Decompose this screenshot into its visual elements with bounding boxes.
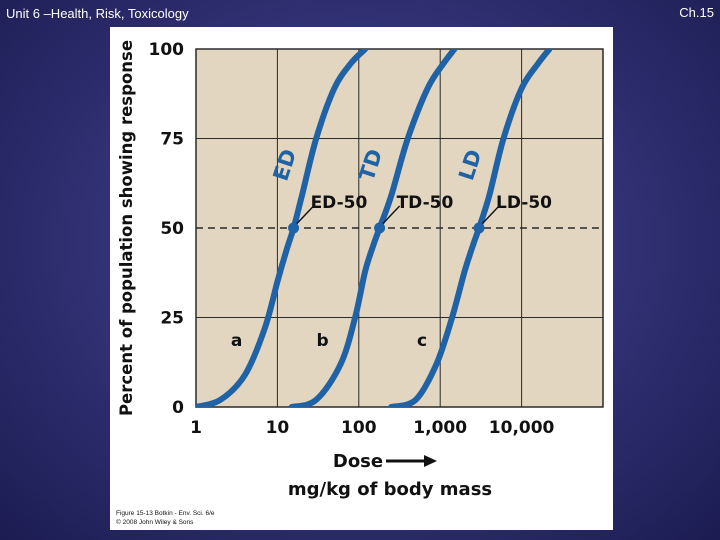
ld50-label: LD-50 — [496, 193, 552, 213]
curve-letter-c: c — [417, 331, 427, 351]
x-axis-label-group: Dose mg/kg of body mass — [288, 451, 492, 500]
x-axis-units: mg/kg of body mass — [288, 479, 492, 500]
curve-ld — [388, 49, 553, 407]
x-tick-label: 100 — [341, 418, 377, 438]
y-tick-label: 50 — [160, 219, 184, 239]
y-axis-label: Percent of population showing response — [117, 40, 136, 416]
curve-ed — [196, 49, 369, 407]
ld50-point — [473, 222, 485, 234]
td50-leader — [381, 205, 401, 226]
x-tick-label: 1,000 — [413, 418, 467, 438]
y-tick-label: 25 — [160, 309, 184, 329]
grid — [196, 49, 603, 407]
curve-td — [288, 49, 458, 407]
dose-arrow-icon — [424, 455, 437, 467]
ed50-label: ED-50 — [311, 193, 368, 213]
curve-letter-a: a — [231, 331, 242, 351]
y-tick-label: 75 — [160, 130, 184, 150]
x-tick-label: 10,000 — [489, 418, 555, 438]
td50-point — [374, 222, 386, 234]
y-tick-label: 0 — [172, 398, 184, 418]
caption-line-2: © 2008 John Wiley & Sons — [116, 519, 194, 526]
x-tick-label: 10 — [266, 418, 290, 438]
y-tick-label: 100 — [149, 40, 185, 60]
curves — [196, 49, 553, 407]
ticks: 0 25 50 75 100 1 10 100 1,000 10,000 — [149, 40, 555, 438]
td50-label: TD-50 — [397, 193, 454, 213]
caption-line-1: Figure 15-13 Botkin - Env. Sci. 6/e — [116, 510, 215, 517]
x-axis-label: Dose — [333, 451, 383, 472]
figure-caption: Figure 15-13 Botkin - Env. Sci. 6/e © 20… — [116, 509, 215, 527]
slide-title: Unit 6 –Health, Risk, Toxicology — [6, 6, 189, 21]
ed50-point — [288, 222, 300, 234]
curve-letter-b: b — [316, 331, 328, 351]
ld50-leader — [480, 205, 500, 226]
x-tick-label: 1 — [190, 418, 202, 438]
chapter-label: Ch.15 — [679, 5, 714, 20]
ed50-leader — [295, 205, 315, 226]
figure-panel: ED-50 ED a TD-50 TD b LD-50 LD c 0 25 50 75 100 1 10 10… — [110, 27, 613, 530]
